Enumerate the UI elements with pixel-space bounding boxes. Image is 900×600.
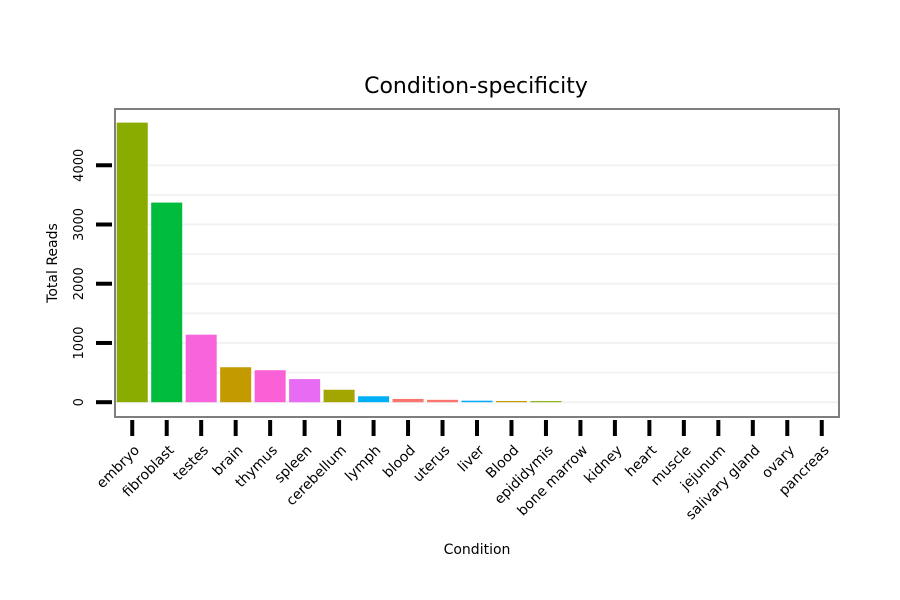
y-tick-label: 4000: [72, 149, 87, 182]
y-tick-label: 1000: [72, 326, 87, 359]
bar-fibroblast: [151, 202, 183, 403]
x-tick-label: kidney: [581, 443, 625, 487]
bars: [116, 122, 562, 403]
bar-thymus: [254, 370, 286, 403]
chart-title: Condition-specificity: [364, 74, 588, 99]
bar-brain: [220, 367, 252, 403]
x-tick-label: testes: [170, 443, 212, 485]
y-tick-label: 0: [72, 398, 87, 406]
x-tick-label: lymph: [342, 443, 384, 485]
bar-testes: [185, 334, 217, 403]
y-tick-label: 3000: [72, 208, 87, 241]
bar-lymph: [358, 396, 390, 403]
y-axis: 0 1000 2000 3000 4000: [72, 149, 112, 406]
bar-liver: [461, 400, 493, 403]
bar-cerebellum: [323, 389, 355, 403]
plot-panel-border: [114, 108, 840, 418]
bar-embryo: [116, 122, 148, 403]
y-tick-label: 2000: [72, 267, 87, 300]
x-axis-title: Condition: [444, 542, 511, 558]
bar-blood: [495, 401, 527, 403]
y-axis-title: Total Reads: [45, 223, 61, 304]
bar-spleen: [289, 379, 321, 403]
x-axis: embryofibroblasttestesbrainthymusspleenc…: [94, 420, 833, 523]
gridlines: [115, 164, 839, 404]
bar-uterus: [427, 399, 459, 403]
x-tick-label: uterus: [410, 443, 453, 486]
bar-epididymis: [530, 401, 562, 403]
bar-blood: [392, 398, 424, 403]
